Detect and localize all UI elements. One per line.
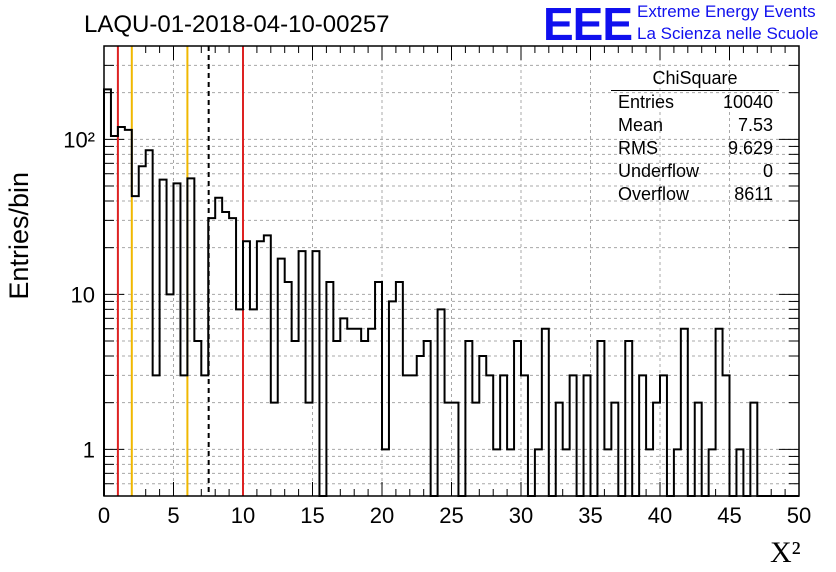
stats-row: RMS 9.629 (611, 137, 779, 160)
stats-value: 10040 (722, 92, 773, 112)
grid (104, 45, 799, 497)
stats-row: Entries 10040 (611, 91, 779, 114)
stats-label: Mean (618, 115, 664, 135)
stats-box: ChiSquare Entries 10040 Mean 7.53 RMS 9.629… (611, 68, 779, 206)
plot-frame (103, 45, 800, 497)
x-tick-labels: 0 5 10 15 20 25 30 35 40 45 50 (98, 503, 811, 528)
stats-value: 9.629 (727, 138, 773, 158)
stats-row: Overflow 8611 (611, 183, 779, 206)
stats-label: RMS (618, 138, 658, 158)
y-tick-label: 10² (63, 127, 95, 152)
x-tick-label: 45 (717, 503, 741, 528)
x-tick-label: 30 (509, 503, 533, 528)
y-tick-label: 10 (71, 282, 95, 307)
x-tick-label: 5 (167, 503, 179, 528)
logo-line-1: Extreme Energy Events (637, 2, 816, 21)
y-tick-label: 1 (83, 437, 95, 462)
stats-label: Overflow (618, 184, 690, 204)
x-tick-label: 10 (231, 503, 255, 528)
x-tick-label: 20 (370, 503, 394, 528)
y-axis-label: Entries/bin (4, 172, 34, 300)
stats-label: Entries (618, 92, 675, 112)
logo-line-2: La Scienza nelle Scuole (637, 24, 819, 43)
stats-value: 8611 (734, 184, 773, 204)
stats-title: ChiSquare (611, 68, 779, 91)
x-tick-label: 50 (787, 503, 811, 528)
stats-value: 7.53 (737, 115, 773, 135)
y-tick-labels: 1 10 10² (63, 127, 95, 462)
stats-row: Mean 7.53 (611, 114, 779, 137)
stats-value: 0 (762, 161, 773, 181)
x-tick-label: 40 (648, 503, 672, 528)
x-tick-label: 0 (98, 503, 110, 528)
x-tick-label: 35 (578, 503, 602, 528)
eee-logo: EEE (543, 0, 633, 50)
x-tick-label: 25 (439, 503, 463, 528)
stats-row: Underflow 0 (611, 160, 779, 183)
chart-title: LAQU-01-2018-04-10-00257 (84, 11, 390, 38)
stats-label: Underflow (618, 161, 700, 181)
x-tick-label: 15 (300, 503, 324, 528)
x-axis-label: X² (770, 536, 801, 569)
